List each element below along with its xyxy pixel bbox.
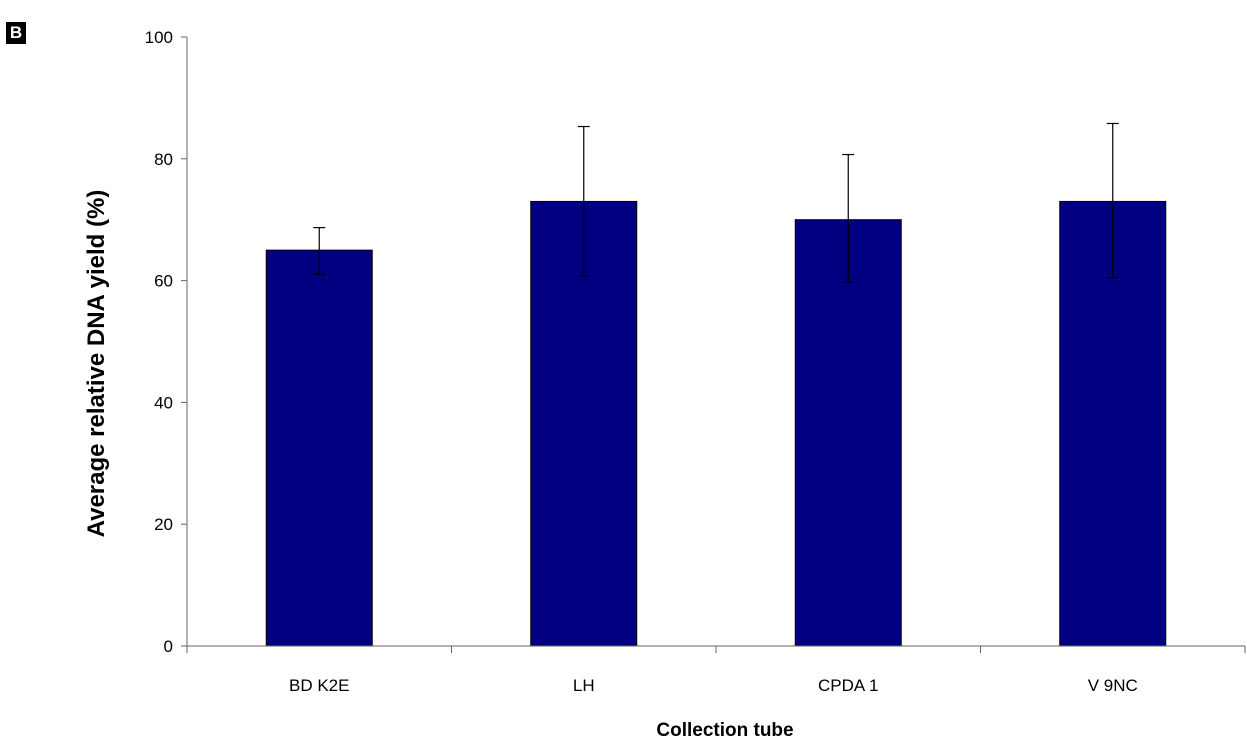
panel-label: B (6, 22, 26, 44)
bar (794, 219, 902, 647)
y-tick-label: 40 (154, 393, 173, 412)
axes-layer: 0 20 40 60 80 100 BD K2E LH CPDA 1 V 9NC (145, 28, 1246, 695)
labels-layer: Collection tube Average relative DNA yie… (83, 190, 794, 741)
y-tick-label: 100 (145, 28, 173, 47)
y-tick-label: 20 (154, 515, 173, 534)
bar (265, 249, 373, 647)
error-bars-layer (313, 122, 1119, 283)
x-tick-label: V 9NC (1088, 676, 1138, 695)
x-tick-label: BD K2E (289, 676, 349, 695)
y-tick-label: 60 (154, 272, 173, 291)
x-tick-label: CPDA 1 (818, 676, 878, 695)
x-tick-label: LH (573, 676, 595, 695)
bars-layer (265, 200, 1167, 647)
x-axis-title: Collection tube (656, 720, 793, 741)
y-axis-title: Average relative DNA yield (%) (83, 190, 110, 538)
y-tick-label: 80 (154, 150, 173, 169)
y-tick-label: 0 (164, 637, 173, 656)
